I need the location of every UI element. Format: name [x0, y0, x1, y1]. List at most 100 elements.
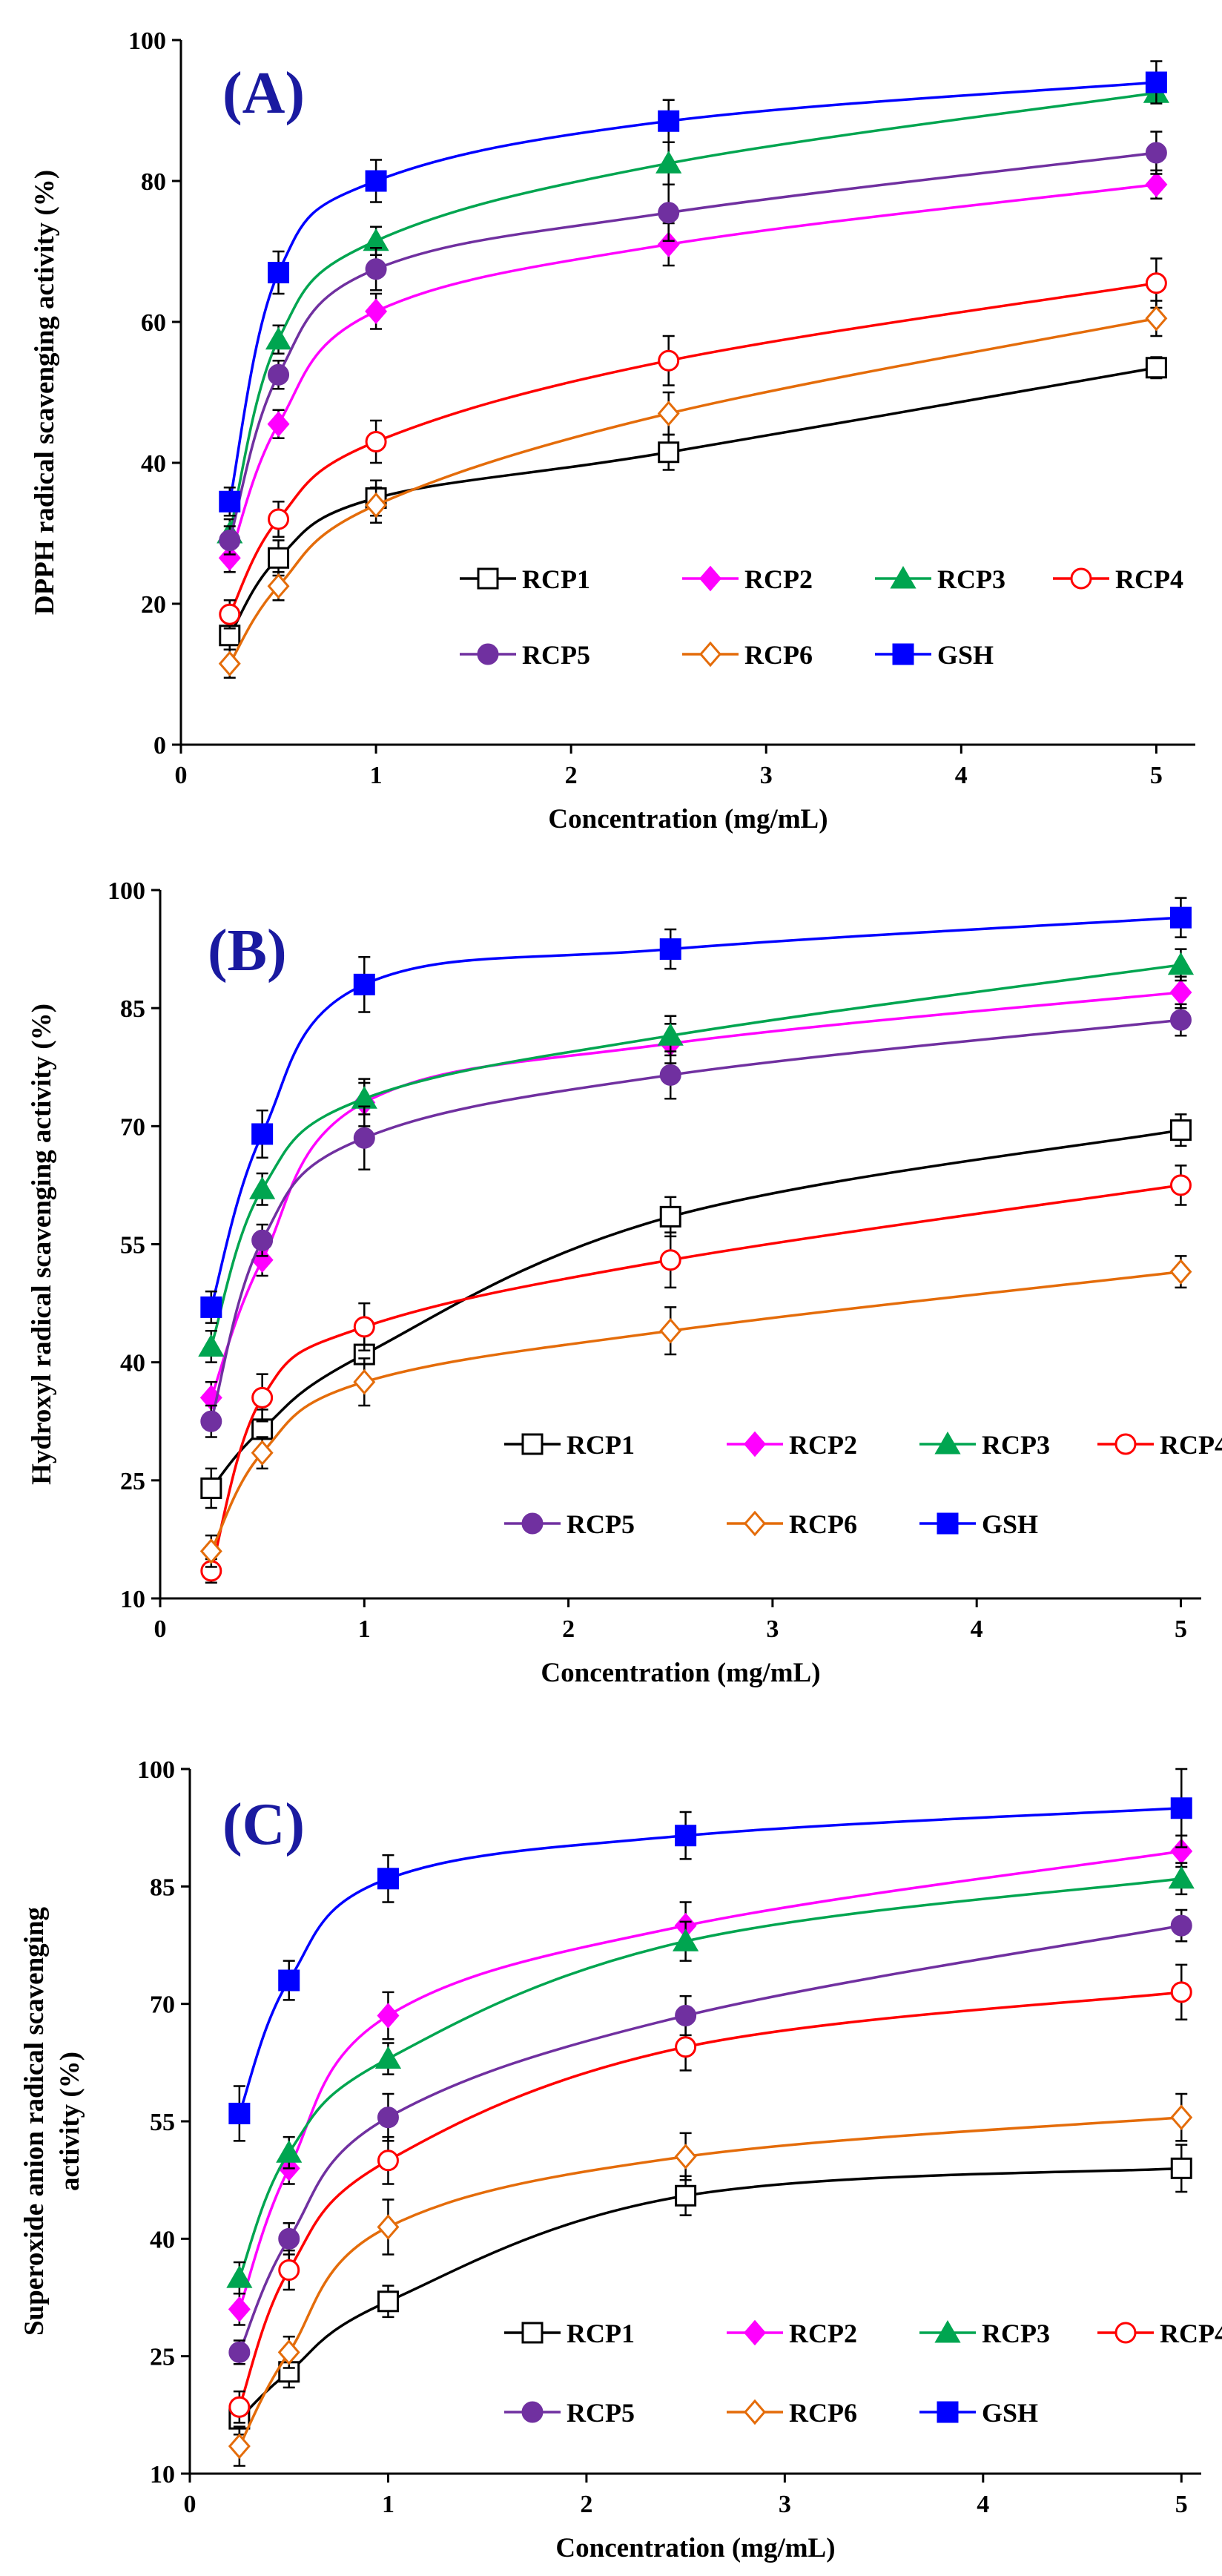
data-point-rcp5	[268, 363, 290, 386]
y-tick-label: 80	[141, 168, 166, 196]
y-axis-title: Hydroxyl radical scavenging activity (%)	[27, 1004, 57, 1485]
y-tick-label: 85	[150, 1874, 175, 1901]
x-tick-label: 4	[955, 762, 968, 789]
x-axis-title: Concentration (mg/mL)	[541, 1658, 820, 1688]
y-tick-label: 10	[150, 2461, 175, 2488]
legend-marker	[477, 643, 499, 665]
legend-label: RCP3	[982, 1430, 1050, 1460]
series-rcp6	[228, 2092, 1193, 2467]
y-tick-label: 20	[141, 591, 166, 619]
legend-label: RCP2	[744, 564, 813, 594]
series-line-rcp2	[238, 1850, 1182, 2310]
data-point-rcp6	[199, 1538, 222, 1564]
y-tick-label: 25	[120, 1468, 145, 1495]
legend-label: RCP1	[522, 564, 590, 594]
data-point-rcp2	[267, 411, 290, 438]
data-point-rcp1	[1169, 1119, 1192, 1142]
x-tick-label: 5	[1175, 2491, 1188, 2518]
x-axis-title: Concentration (mg/mL)	[548, 804, 828, 834]
legend-label: RCP5	[522, 640, 590, 670]
y-tick-label: 40	[141, 450, 166, 478]
series-rcp1	[228, 2144, 1192, 2436]
data-point-rcp1	[377, 2290, 399, 2313]
legend-marker	[892, 643, 914, 665]
legend-marker	[744, 1510, 766, 1537]
x-tick-label: 5	[1150, 762, 1163, 789]
series-line-rcp3	[228, 91, 1157, 534]
data-point-rcp5	[675, 2005, 697, 2026]
data-point-rcp4	[228, 2396, 251, 2418]
data-point-gsh	[278, 1969, 300, 1992]
data-point-rcp2	[1145, 171, 1168, 198]
x-tick-label: 2	[580, 2491, 592, 2518]
series-line-gsh	[210, 916, 1181, 1308]
x-tick-label: 0	[154, 1615, 167, 1643]
data-point-rcp3	[276, 2140, 303, 2163]
series-gsh	[219, 60, 1167, 517]
x-tick-label: 0	[184, 2491, 196, 2518]
series-rcp6	[218, 300, 1168, 679]
data-point-gsh	[1170, 1797, 1192, 1819]
chart-panel-3: 10 25 40 55 70 85 100 0 1 2 3 4 5 Concentration (mg/m…	[19, 1756, 1222, 2563]
legend-marker	[521, 2322, 544, 2344]
data-point-rcp4	[659, 1249, 681, 1271]
data-point-rcp1	[1170, 2157, 1192, 2179]
data-point-gsh	[659, 938, 681, 961]
x-tick-label: 3	[760, 762, 773, 789]
data-point-rcp5	[251, 1229, 274, 1251]
data-point-rcp5	[377, 2106, 399, 2129]
data-point-rcp5	[659, 1064, 681, 1086]
data-point-rcp3	[265, 326, 292, 350]
y-tick-label: 40	[150, 2226, 175, 2253]
data-point-rcp3	[374, 2046, 402, 2069]
legend-label: RCP2	[789, 1430, 857, 1460]
data-point-rcp1	[268, 547, 290, 569]
data-point-rcp6	[1145, 305, 1168, 332]
legend-item-rcp5: RCP5	[460, 640, 590, 670]
legend-item-rcp4: RCP4	[1097, 1430, 1222, 1460]
y-axis-title: DPPH radical scavenging activity (%)	[30, 170, 60, 615]
x-tick-label: 1	[370, 762, 383, 789]
legend-item-rcp6: RCP6	[682, 640, 813, 670]
data-point-gsh	[219, 490, 241, 513]
data-point-rcp6	[228, 2433, 251, 2460]
data-point-rcp2	[218, 544, 241, 571]
legend-label: RCP4	[1160, 2319, 1222, 2348]
data-point-rcp6	[377, 2214, 400, 2240]
legend-item-gsh: GSH	[919, 2398, 1038, 2428]
legend-label: RCP6	[789, 1509, 857, 1539]
data-point-rcp4	[278, 2259, 300, 2282]
data-point-rcp1	[1145, 357, 1167, 379]
legend-marker	[1114, 1433, 1137, 1455]
data-point-gsh	[353, 973, 375, 995]
series-rcp6	[199, 1255, 1192, 1568]
series-line-gsh	[228, 81, 1157, 502]
data-point-gsh	[675, 1825, 697, 1847]
panel-label: (B)	[208, 918, 287, 984]
data-point-rcp6	[674, 2144, 697, 2170]
y-tick-label: 25	[150, 2344, 175, 2371]
data-point-rcp4	[658, 349, 680, 372]
legend-marker	[521, 1433, 544, 1455]
data-point-rcp1	[251, 1418, 274, 1440]
legend-label: GSH	[937, 640, 994, 670]
y-tick-label: 10	[120, 1586, 145, 1613]
x-tick-label: 4	[971, 1615, 983, 1643]
chart-panel-2: 10 25 40 55 70 85 100 0 1 2 3 4 5 Concentration (mg/m…	[27, 877, 1222, 1688]
legend-item-rcp5: RCP5	[504, 1509, 635, 1539]
x-tick-label: 3	[766, 1615, 779, 1643]
data-point-rcp1	[659, 1205, 681, 1228]
legend-label: RCP5	[567, 2398, 635, 2428]
legend-item-rcp4: RCP4	[1097, 2319, 1222, 2348]
legend-item-gsh: GSH	[919, 1509, 1038, 1539]
legend-marker	[937, 2401, 959, 2423]
x-tick-label: 3	[779, 2491, 791, 2518]
legend-label: GSH	[982, 2398, 1038, 2428]
x-tick-label: 2	[562, 1615, 575, 1643]
x-tick-label: 4	[977, 2491, 989, 2518]
x-tick-label: 5	[1175, 1615, 1187, 1643]
series-rcp2	[199, 975, 1192, 1414]
data-point-rcp5	[1145, 142, 1167, 164]
legend-item-rcp2: RCP2	[727, 1430, 857, 1460]
legend-marker	[699, 641, 721, 668]
